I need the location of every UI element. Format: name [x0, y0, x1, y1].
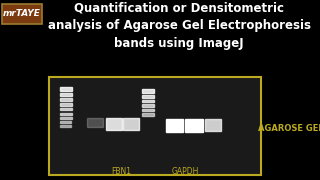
- Bar: [123, 118, 139, 130]
- Text: mrTAYE: mrTAYE: [3, 9, 41, 18]
- Bar: [142, 104, 154, 107]
- Bar: [142, 100, 154, 102]
- Text: GAPDH: GAPDH: [171, 166, 199, 176]
- Bar: [142, 89, 154, 93]
- Bar: [87, 118, 103, 127]
- Bar: [60, 103, 72, 106]
- Text: Quantification or Densitometric
analysis of Agarose Gel Electrophoresis
bands us: Quantification or Densitometric analysis…: [48, 2, 311, 50]
- Bar: [60, 125, 71, 127]
- Bar: [60, 93, 72, 96]
- Text: AGAROSE GEL: AGAROSE GEL: [258, 124, 320, 133]
- Bar: [142, 113, 154, 116]
- Bar: [60, 98, 72, 101]
- FancyBboxPatch shape: [2, 4, 42, 24]
- Bar: [60, 121, 71, 123]
- Bar: [106, 118, 122, 130]
- Bar: [60, 108, 72, 110]
- Bar: [60, 113, 72, 115]
- Bar: [205, 119, 221, 131]
- Bar: [60, 87, 72, 91]
- Text: FBN1: FBN1: [112, 166, 132, 176]
- Bar: [142, 95, 154, 98]
- Bar: [186, 119, 203, 132]
- Bar: [166, 119, 183, 132]
- Bar: [60, 117, 72, 119]
- Bar: [142, 109, 154, 111]
- FancyBboxPatch shape: [49, 77, 261, 175]
